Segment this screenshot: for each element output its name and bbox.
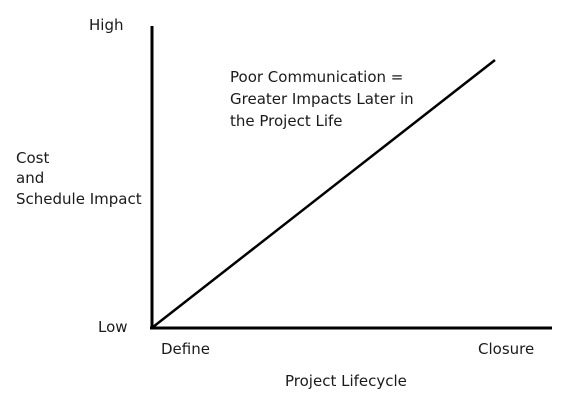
x-tick-label-define: Define (161, 340, 210, 358)
y-axis-label-line-1: Cost (16, 149, 50, 167)
y-axis-label-line-3: Schedule Impact (16, 190, 142, 208)
y-axis-label-line-2: and (16, 169, 45, 187)
annotation-line-3: the Project Life (230, 112, 343, 130)
annotation-line-1: Poor Communication = (230, 68, 404, 86)
annotation-line-2: Greater Impacts Later in (230, 90, 414, 108)
x-axis-label: Project Lifecycle (285, 372, 407, 390)
x-tick-label-closure: Closure (478, 340, 535, 358)
y-tick-label-low: Low (98, 318, 128, 336)
y-tick-label-high: High (89, 16, 124, 34)
series-line-1 (152, 59, 496, 328)
